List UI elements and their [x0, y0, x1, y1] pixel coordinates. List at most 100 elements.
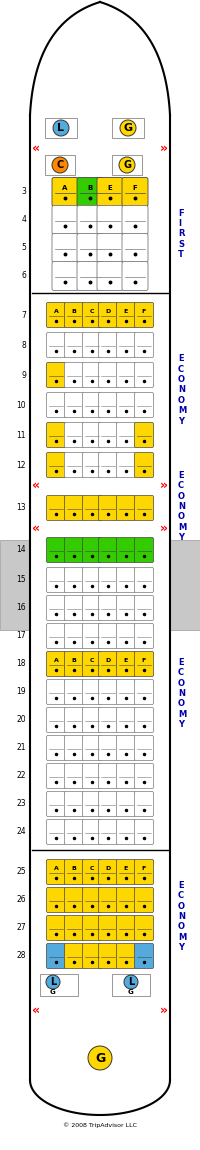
Text: 12: 12 — [16, 460, 26, 469]
FancyBboxPatch shape — [46, 764, 66, 789]
Text: 8: 8 — [21, 340, 26, 350]
FancyBboxPatch shape — [134, 680, 154, 705]
FancyBboxPatch shape — [116, 452, 136, 477]
FancyBboxPatch shape — [116, 392, 136, 417]
FancyBboxPatch shape — [77, 233, 103, 262]
Text: E
C
O
N
O
M
Y: E C O N O M Y — [178, 658, 186, 729]
FancyBboxPatch shape — [64, 623, 84, 649]
Text: 4: 4 — [21, 215, 26, 224]
FancyBboxPatch shape — [64, 302, 84, 328]
FancyBboxPatch shape — [64, 707, 84, 733]
FancyBboxPatch shape — [83, 707, 102, 733]
Text: 17: 17 — [16, 631, 26, 641]
FancyBboxPatch shape — [98, 736, 118, 760]
Text: 23: 23 — [16, 799, 26, 808]
FancyBboxPatch shape — [134, 736, 154, 760]
Text: 13: 13 — [16, 504, 26, 513]
FancyBboxPatch shape — [46, 888, 66, 912]
Text: F: F — [142, 309, 146, 314]
FancyBboxPatch shape — [64, 362, 84, 388]
Text: 19: 19 — [16, 688, 26, 697]
FancyBboxPatch shape — [112, 974, 150, 996]
FancyBboxPatch shape — [64, 652, 84, 676]
FancyBboxPatch shape — [64, 943, 84, 968]
FancyBboxPatch shape — [77, 177, 103, 207]
FancyBboxPatch shape — [46, 791, 66, 816]
Text: D: D — [105, 658, 111, 664]
FancyBboxPatch shape — [46, 452, 66, 477]
FancyBboxPatch shape — [134, 422, 154, 447]
Polygon shape — [170, 540, 200, 630]
FancyBboxPatch shape — [98, 791, 118, 816]
FancyBboxPatch shape — [116, 596, 136, 621]
FancyBboxPatch shape — [46, 680, 66, 705]
FancyBboxPatch shape — [46, 596, 66, 621]
FancyBboxPatch shape — [98, 537, 118, 562]
Circle shape — [119, 158, 135, 172]
FancyBboxPatch shape — [52, 177, 78, 207]
FancyBboxPatch shape — [134, 332, 154, 358]
FancyBboxPatch shape — [64, 392, 84, 417]
FancyBboxPatch shape — [52, 261, 78, 291]
FancyBboxPatch shape — [46, 707, 66, 733]
FancyBboxPatch shape — [52, 233, 78, 262]
FancyBboxPatch shape — [134, 392, 154, 417]
Text: 15: 15 — [16, 575, 26, 584]
Text: F: F — [133, 185, 137, 191]
FancyBboxPatch shape — [46, 496, 66, 521]
FancyBboxPatch shape — [46, 943, 66, 968]
FancyBboxPatch shape — [83, 888, 102, 912]
FancyBboxPatch shape — [64, 422, 84, 447]
FancyBboxPatch shape — [134, 764, 154, 789]
Text: 22: 22 — [16, 772, 26, 781]
FancyBboxPatch shape — [116, 567, 136, 592]
FancyBboxPatch shape — [134, 302, 154, 328]
Circle shape — [46, 975, 60, 989]
FancyBboxPatch shape — [122, 206, 148, 235]
FancyBboxPatch shape — [98, 652, 118, 676]
FancyBboxPatch shape — [116, 764, 136, 789]
FancyBboxPatch shape — [46, 392, 66, 417]
FancyBboxPatch shape — [64, 791, 84, 816]
FancyBboxPatch shape — [97, 233, 123, 262]
FancyBboxPatch shape — [98, 764, 118, 789]
FancyBboxPatch shape — [46, 302, 66, 328]
Text: 28: 28 — [16, 951, 26, 960]
FancyBboxPatch shape — [83, 859, 102, 884]
Text: 3: 3 — [21, 187, 26, 197]
FancyBboxPatch shape — [83, 537, 102, 562]
FancyBboxPatch shape — [116, 680, 136, 705]
FancyBboxPatch shape — [116, 915, 136, 941]
Text: E
C
O
N
O
M
Y: E C O N O M Y — [178, 881, 186, 952]
FancyBboxPatch shape — [98, 859, 118, 884]
FancyBboxPatch shape — [122, 177, 148, 207]
FancyBboxPatch shape — [64, 452, 84, 477]
Text: E
C
O
N
O
M
Y: E C O N O M Y — [178, 470, 186, 542]
Text: L: L — [50, 978, 56, 987]
Text: «: « — [32, 1004, 40, 1017]
Text: 14: 14 — [16, 545, 26, 554]
Text: 21: 21 — [16, 744, 26, 752]
FancyBboxPatch shape — [64, 888, 84, 912]
FancyBboxPatch shape — [116, 332, 136, 358]
FancyBboxPatch shape — [116, 791, 136, 816]
FancyBboxPatch shape — [83, 736, 102, 760]
FancyBboxPatch shape — [83, 332, 102, 358]
FancyBboxPatch shape — [77, 261, 103, 291]
Text: B: B — [72, 309, 76, 314]
FancyBboxPatch shape — [83, 652, 102, 676]
Text: F: F — [142, 866, 146, 872]
FancyBboxPatch shape — [98, 496, 118, 521]
FancyBboxPatch shape — [98, 452, 118, 477]
FancyBboxPatch shape — [112, 118, 144, 138]
FancyBboxPatch shape — [98, 422, 118, 447]
FancyBboxPatch shape — [116, 707, 136, 733]
FancyBboxPatch shape — [116, 623, 136, 649]
Text: C: C — [90, 866, 94, 872]
Text: E
C
O
N
O
M
Y: E C O N O M Y — [178, 354, 186, 426]
FancyBboxPatch shape — [83, 680, 102, 705]
FancyBboxPatch shape — [116, 302, 136, 328]
FancyBboxPatch shape — [134, 496, 154, 521]
Text: E: E — [124, 658, 128, 664]
FancyBboxPatch shape — [134, 820, 154, 844]
